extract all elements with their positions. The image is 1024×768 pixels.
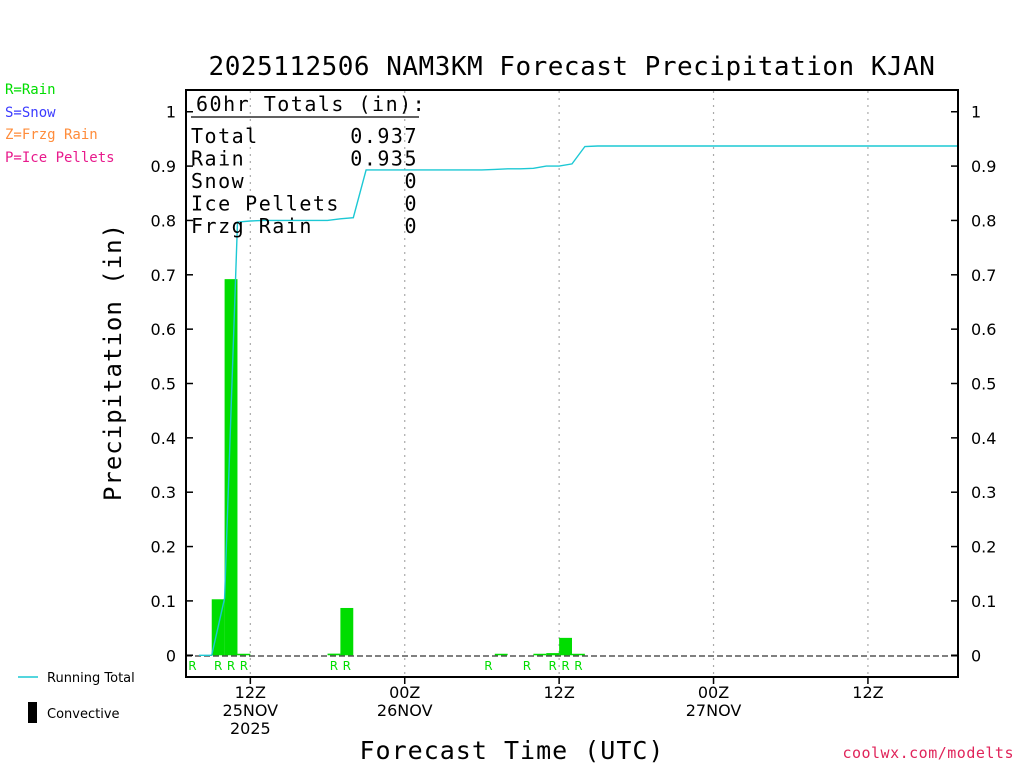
xtick-label-3-0: 00Z <box>698 683 729 702</box>
running-total-line <box>198 145 958 656</box>
ytick-right-label-10: 1 <box>971 103 981 122</box>
totals-box: 60hr Totals (in): Total 0.937 Rain 0.935 Sno… <box>191 92 426 238</box>
bar-4 <box>340 607 354 656</box>
credit-link[interactable]: coolwx.com/modelts <box>842 744 1014 762</box>
ptype-marker-8: R <box>549 659 557 673</box>
totals-rows: Total 0.937 Rain 0.935 Snow 0 Ice Pellets 0 Frzg… <box>191 124 418 238</box>
legend-rain: R=Rain <box>5 82 56 98</box>
convective-swatch <box>28 702 37 723</box>
totals-label-1: Rain <box>191 147 245 171</box>
legend-frzg-rain: Z=Frzg Rain <box>5 127 98 143</box>
xtick-label-2-0: 12Z <box>543 683 574 702</box>
totals-label-2: Snow <box>191 169 245 193</box>
ytick-right-label-9: 0.9 <box>971 157 996 176</box>
convective-legend-label: Convective <box>47 707 120 722</box>
bar-3 <box>327 653 341 656</box>
ptype-marker-2: R <box>227 659 235 673</box>
bar-2 <box>237 653 251 656</box>
y-axis-left: 0 0.1 0.2 0.3 0.4 0.5 0.6 0.7 0.8 0.9 1 <box>151 103 193 665</box>
ytick-right-label-1: 0.1 <box>971 592 996 611</box>
ptype-marker-1: R <box>214 659 222 673</box>
ptype-marker-7: R <box>523 659 531 673</box>
bar-6 <box>533 653 547 656</box>
ytick-left-label-4: 0.4 <box>151 429 176 448</box>
totals-value-0: 0.937 <box>350 124 418 148</box>
bar-1 <box>224 279 238 656</box>
xtick-label-3-1: 27NOV <box>686 701 742 720</box>
ytick-right-label-5: 0.5 <box>971 375 996 394</box>
ytick-left-label-1: 0.1 <box>151 592 176 611</box>
totals-header: 60hr Totals (in): <box>196 92 426 116</box>
ptype-marker-4: R <box>330 659 338 673</box>
plot-frame <box>185 89 959 678</box>
ytick-left-label-9: 0.9 <box>151 157 176 176</box>
ytick-right-label-6: 0.6 <box>971 320 996 339</box>
y-axis-label: Precipitation (in) <box>99 223 127 501</box>
precip-bars <box>211 279 585 656</box>
y-axis-right: 0 0.1 0.2 0.3 0.4 0.5 0.6 0.7 0.8 0.9 1 <box>951 103 996 665</box>
legend-ice-pellets: P=Ice Pellets <box>5 150 115 166</box>
chart-title: 2025112506 NAM3KM Forecast Precipitation… <box>209 52 936 82</box>
totals-label-0: Total <box>191 124 259 148</box>
vertical-gridlines <box>249 91 869 676</box>
ytick-left-label-0: 0 <box>166 646 176 665</box>
ytick-left-label-2: 0.2 <box>151 538 176 557</box>
x-axis-label: Forecast Time (UTC) <box>360 736 665 765</box>
running-total-legend-label: Running Total <box>47 671 135 686</box>
xtick-label-1-0: 00Z <box>389 683 420 702</box>
ytick-left-label-3: 0.3 <box>151 483 176 502</box>
ytick-right-label-3: 0.3 <box>971 483 996 502</box>
ytick-left-label-6: 0.6 <box>151 320 176 339</box>
ytick-right-label-4: 0.4 <box>971 429 996 448</box>
totals-label-4: Frzg Rain <box>191 214 313 238</box>
ytick-left-label-8: 0.8 <box>151 211 176 230</box>
ytick-right-label-2: 0.2 <box>971 538 996 557</box>
ytick-left-label-5: 0.5 <box>151 375 176 394</box>
bar-7 <box>546 653 560 656</box>
totals-value-2: 0 <box>404 169 418 193</box>
xtick-label-0-0: 12Z <box>235 683 266 702</box>
bar-8 <box>559 637 572 656</box>
ytick-left-label-10: 1 <box>166 103 176 122</box>
ptype-marker-9: R <box>561 659 569 673</box>
legend-snow: S=Snow <box>5 105 56 121</box>
ptype-marker-5: R <box>343 659 351 673</box>
totals-value-3: 0 <box>404 192 418 216</box>
xtick-label-4-0: 12Z <box>852 683 883 702</box>
ptype-marker-0: R <box>188 659 196 673</box>
xtick-label-0-1: 25NOV <box>223 701 279 720</box>
ptype-marker-6: R <box>484 659 492 673</box>
bar-5 <box>494 653 508 656</box>
ptype-marker-10: R <box>574 659 582 673</box>
ytick-right-label-7: 0.7 <box>971 266 996 285</box>
totals-value-4: 0 <box>404 214 418 238</box>
ytick-left-label-7: 0.7 <box>151 266 176 285</box>
ptype-marker-3: R <box>240 659 248 673</box>
xtick-label-1-1: 26NOV <box>377 701 433 720</box>
series-legend: Running Total Convective <box>18 671 135 723</box>
xtick-label-0-2: 2025 <box>230 719 271 738</box>
totals-value-1: 0.935 <box>350 147 418 171</box>
ytick-right-label-0: 0 <box>971 646 981 665</box>
totals-label-3: Ice Pellets <box>191 192 340 216</box>
ytick-right-label-8: 0.8 <box>971 211 996 230</box>
bar-9 <box>572 653 585 656</box>
